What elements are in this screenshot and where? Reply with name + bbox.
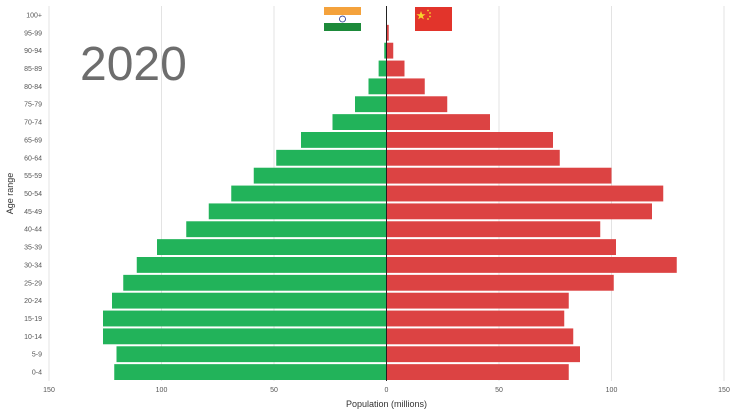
y-tick-label: 0-4 [32, 370, 42, 377]
india-bar-10-14 [103, 328, 387, 345]
y-tick-label: 55-59 [24, 173, 42, 180]
india-bar-80-84 [368, 78, 387, 95]
y-tick-label: 100+ [26, 12, 42, 19]
china-bar-5-9 [386, 346, 580, 363]
india-bar-90-94 [384, 42, 387, 59]
india-bar-20-24 [112, 292, 387, 309]
china-bar-10-14 [386, 328, 574, 345]
india-bar-85-89 [378, 60, 387, 77]
india-bar-0-4 [114, 364, 387, 380]
y-tick-label: 15-19 [24, 316, 42, 323]
y-tick-label: 25-29 [24, 280, 42, 287]
x-tick-label: 150 [43, 387, 55, 394]
india-bar-70-74 [332, 114, 387, 130]
y-tick-label: 35-39 [24, 245, 42, 252]
y-tick-label: 70-74 [24, 120, 42, 127]
china-flag-icon [415, 7, 452, 31]
bars [103, 7, 677, 380]
india-bar-25-29 [123, 274, 387, 291]
india-bar-40-44 [186, 221, 387, 238]
year-label: 2020 [80, 38, 187, 91]
x-tick-label: 100 [606, 387, 618, 394]
india-bar-30-34 [136, 257, 387, 273]
india-bar-65-69 [301, 132, 387, 148]
india-bar-35-39 [157, 239, 387, 255]
china-bar-15-19 [386, 310, 565, 327]
china-bar-50-54 [386, 185, 664, 202]
china-bar-70-74 [386, 114, 490, 130]
india-bar-75-79 [355, 96, 387, 113]
china-bar-85-89 [386, 60, 405, 77]
china-bar-55-59 [386, 167, 612, 184]
y-tick-label: 10-14 [24, 334, 42, 341]
y-tick-label: 45-49 [24, 209, 42, 216]
y-tick-label: 65-69 [24, 137, 42, 144]
x-tick-label: 150 [718, 387, 730, 394]
x-tick-label: 0 [385, 387, 389, 394]
y-tick-label: 50-54 [24, 191, 42, 198]
india-bar-15-19 [103, 310, 387, 327]
china-bar-95-99 [386, 24, 389, 41]
x-axis-label: Population (millions) [346, 399, 427, 409]
india-flag-icon [324, 7, 361, 31]
y-tick-label: 60-64 [24, 155, 42, 162]
china-bar-20-24 [386, 292, 569, 309]
x-tick-label: 50 [270, 387, 278, 394]
india-bar-60-64 [276, 149, 387, 166]
china-bar-65-69 [386, 132, 553, 148]
y-tick-label: 20-24 [24, 298, 42, 305]
china-bar-30-34 [386, 257, 677, 273]
china-bar-80-84 [386, 78, 425, 95]
china-bar-75-79 [386, 96, 448, 113]
china-bar-45-49 [386, 203, 652, 220]
y-tick-label: 90-94 [24, 48, 42, 55]
india-bar-5-9 [116, 346, 387, 363]
china-bar-25-29 [386, 274, 614, 291]
india-bar-50-54 [231, 185, 387, 202]
x-tick-label: 100 [156, 387, 168, 394]
x-tick-label: 50 [495, 387, 503, 394]
china-bar-40-44 [386, 221, 601, 238]
china-bar-0-4 [386, 364, 569, 380]
india-bar-45-49 [208, 203, 387, 220]
y-tick-label: 85-89 [24, 66, 42, 73]
y-tick-label: 5-9 [32, 352, 42, 359]
y-tick-label: 75-79 [24, 102, 42, 109]
y-tick-label: 95-99 [24, 30, 42, 37]
y-tick-label: 30-34 [24, 262, 42, 269]
y-tick-label: 40-44 [24, 227, 42, 234]
y-axis-label: Age range [5, 173, 15, 215]
china-bar-60-64 [386, 149, 560, 166]
china-bar-35-39 [386, 239, 616, 255]
y-tick-labels: 0-4 5-9 10-14 15-19 20-24 25-29 30-34 35-39 40-4… [24, 12, 42, 376]
china-bar-90-94 [386, 42, 394, 59]
x-tick-labels: 150 100 50 0 50 100 150 [43, 387, 730, 394]
y-tick-label: 80-84 [24, 84, 42, 91]
india-bar-55-59 [253, 167, 387, 184]
